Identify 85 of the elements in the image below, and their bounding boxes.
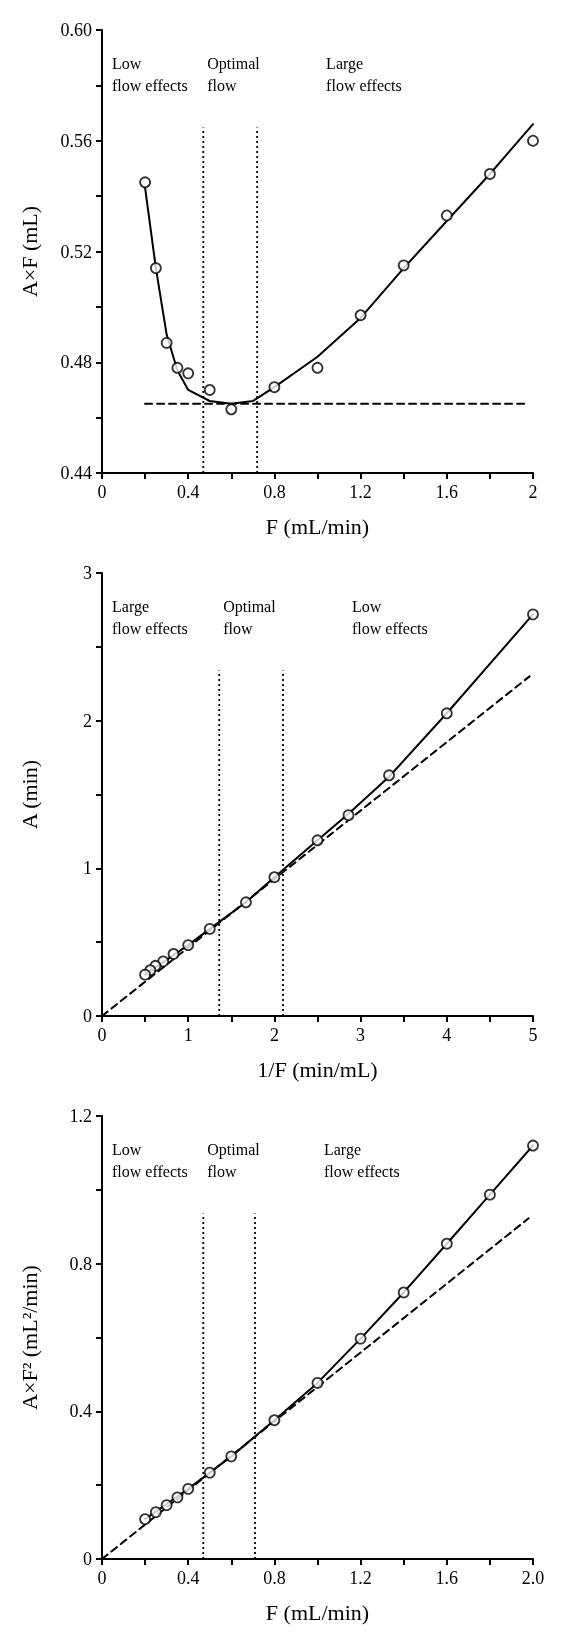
x-axis-title: F (mL/min) (265, 513, 370, 539)
point (149, 1506, 162, 1519)
point (160, 336, 173, 349)
point (527, 134, 539, 147)
point (149, 262, 162, 275)
point (440, 1237, 453, 1250)
point (354, 309, 367, 322)
x-tick-label: 0.8 (263, 1568, 286, 1588)
point (203, 384, 216, 396)
annotation: Low flow effects (112, 54, 188, 94)
y-tick-label: 3 (83, 563, 92, 583)
point (440, 707, 453, 720)
point (182, 939, 195, 952)
y-tick-label: 1 (83, 858, 92, 879)
x-tick-label: 2 (528, 482, 538, 502)
point (139, 968, 151, 981)
point (225, 1450, 238, 1463)
point (268, 1414, 281, 1427)
y-tick-label: 0 (83, 1549, 92, 1569)
annotation: Large flow effects (323, 1140, 400, 1180)
point (527, 1139, 539, 1152)
y-tick-label: 1.2 (69, 1106, 92, 1126)
point (182, 1482, 195, 1495)
x-tick-label: 0 (97, 1568, 107, 1588)
x-axis-title: F (mL/min) (265, 1599, 370, 1625)
x-tick-label: 1 (183, 1025, 193, 1045)
point (225, 403, 238, 416)
point (383, 769, 395, 782)
annotation: Optimal flow (207, 54, 261, 94)
x-tick-label: 2.0 (521, 1568, 545, 1588)
x-tick-label: 0.4 (176, 482, 200, 502)
point (139, 176, 151, 189)
annotation: Low flow effects (112, 1140, 188, 1180)
point (440, 209, 453, 222)
annotation: Large flow effects (112, 597, 188, 637)
point (354, 1332, 367, 1345)
x-tick-label: 1.6 (435, 482, 459, 502)
point (397, 259, 410, 272)
x-tick-label: 0 (97, 1025, 107, 1045)
y-tick-label: 0.48 (60, 352, 92, 373)
point (167, 948, 180, 960)
point (484, 168, 496, 180)
x-tick-label: 1.6 (435, 1568, 459, 1588)
point (311, 834, 324, 847)
point (268, 871, 281, 884)
point (527, 608, 539, 621)
y-tick-label: 0.56 (60, 130, 92, 151)
y-tick-label: 0.4 (69, 1401, 92, 1422)
annotation: Large flow effects (326, 54, 402, 94)
y-axis-title: A (min) (16, 759, 42, 830)
point (240, 896, 252, 909)
point (182, 367, 195, 380)
annotation: Optimal flow (223, 597, 277, 637)
y-tick-label: 0.44 (60, 463, 92, 483)
point (171, 1491, 184, 1504)
y-tick-label: 0 (83, 1006, 92, 1026)
x-tick-label: 1.2 (349, 1568, 372, 1588)
point (203, 1466, 216, 1479)
y-tick-label: 2 (83, 710, 92, 731)
x-tick-label: 4 (442, 1025, 452, 1045)
point (484, 1188, 496, 1201)
point (203, 922, 216, 935)
point (342, 809, 355, 822)
y-tick-label: 0.52 (60, 241, 92, 262)
point (397, 1286, 410, 1299)
y-tick-label: 0.60 (60, 20, 92, 40)
point (268, 381, 281, 394)
x-tick-label: 3 (356, 1025, 366, 1045)
point (160, 1499, 173, 1511)
annotation: Low flow effects (351, 597, 428, 637)
x-tick-label: 1.2 (349, 482, 372, 502)
x-axis-title: 1/F (min/mL) (257, 1056, 378, 1082)
x-tick-label: 5 (528, 1025, 538, 1045)
point (139, 1513, 151, 1526)
annotation: Optimal flow (207, 1140, 261, 1180)
x-tick-label: 0 (97, 482, 107, 502)
x-tick-label: 0.8 (263, 482, 286, 502)
y-tick-label: 0.8 (69, 1253, 92, 1274)
point (171, 361, 184, 374)
x-tick-label: 0.4 (176, 1568, 200, 1588)
y-axis-title: A×F² (mL²/min) (16, 1265, 42, 1410)
point (311, 1377, 324, 1389)
y-axis-title: A×F (mL) (16, 205, 42, 298)
point (311, 361, 324, 374)
x-tick-label: 2 (269, 1025, 279, 1045)
